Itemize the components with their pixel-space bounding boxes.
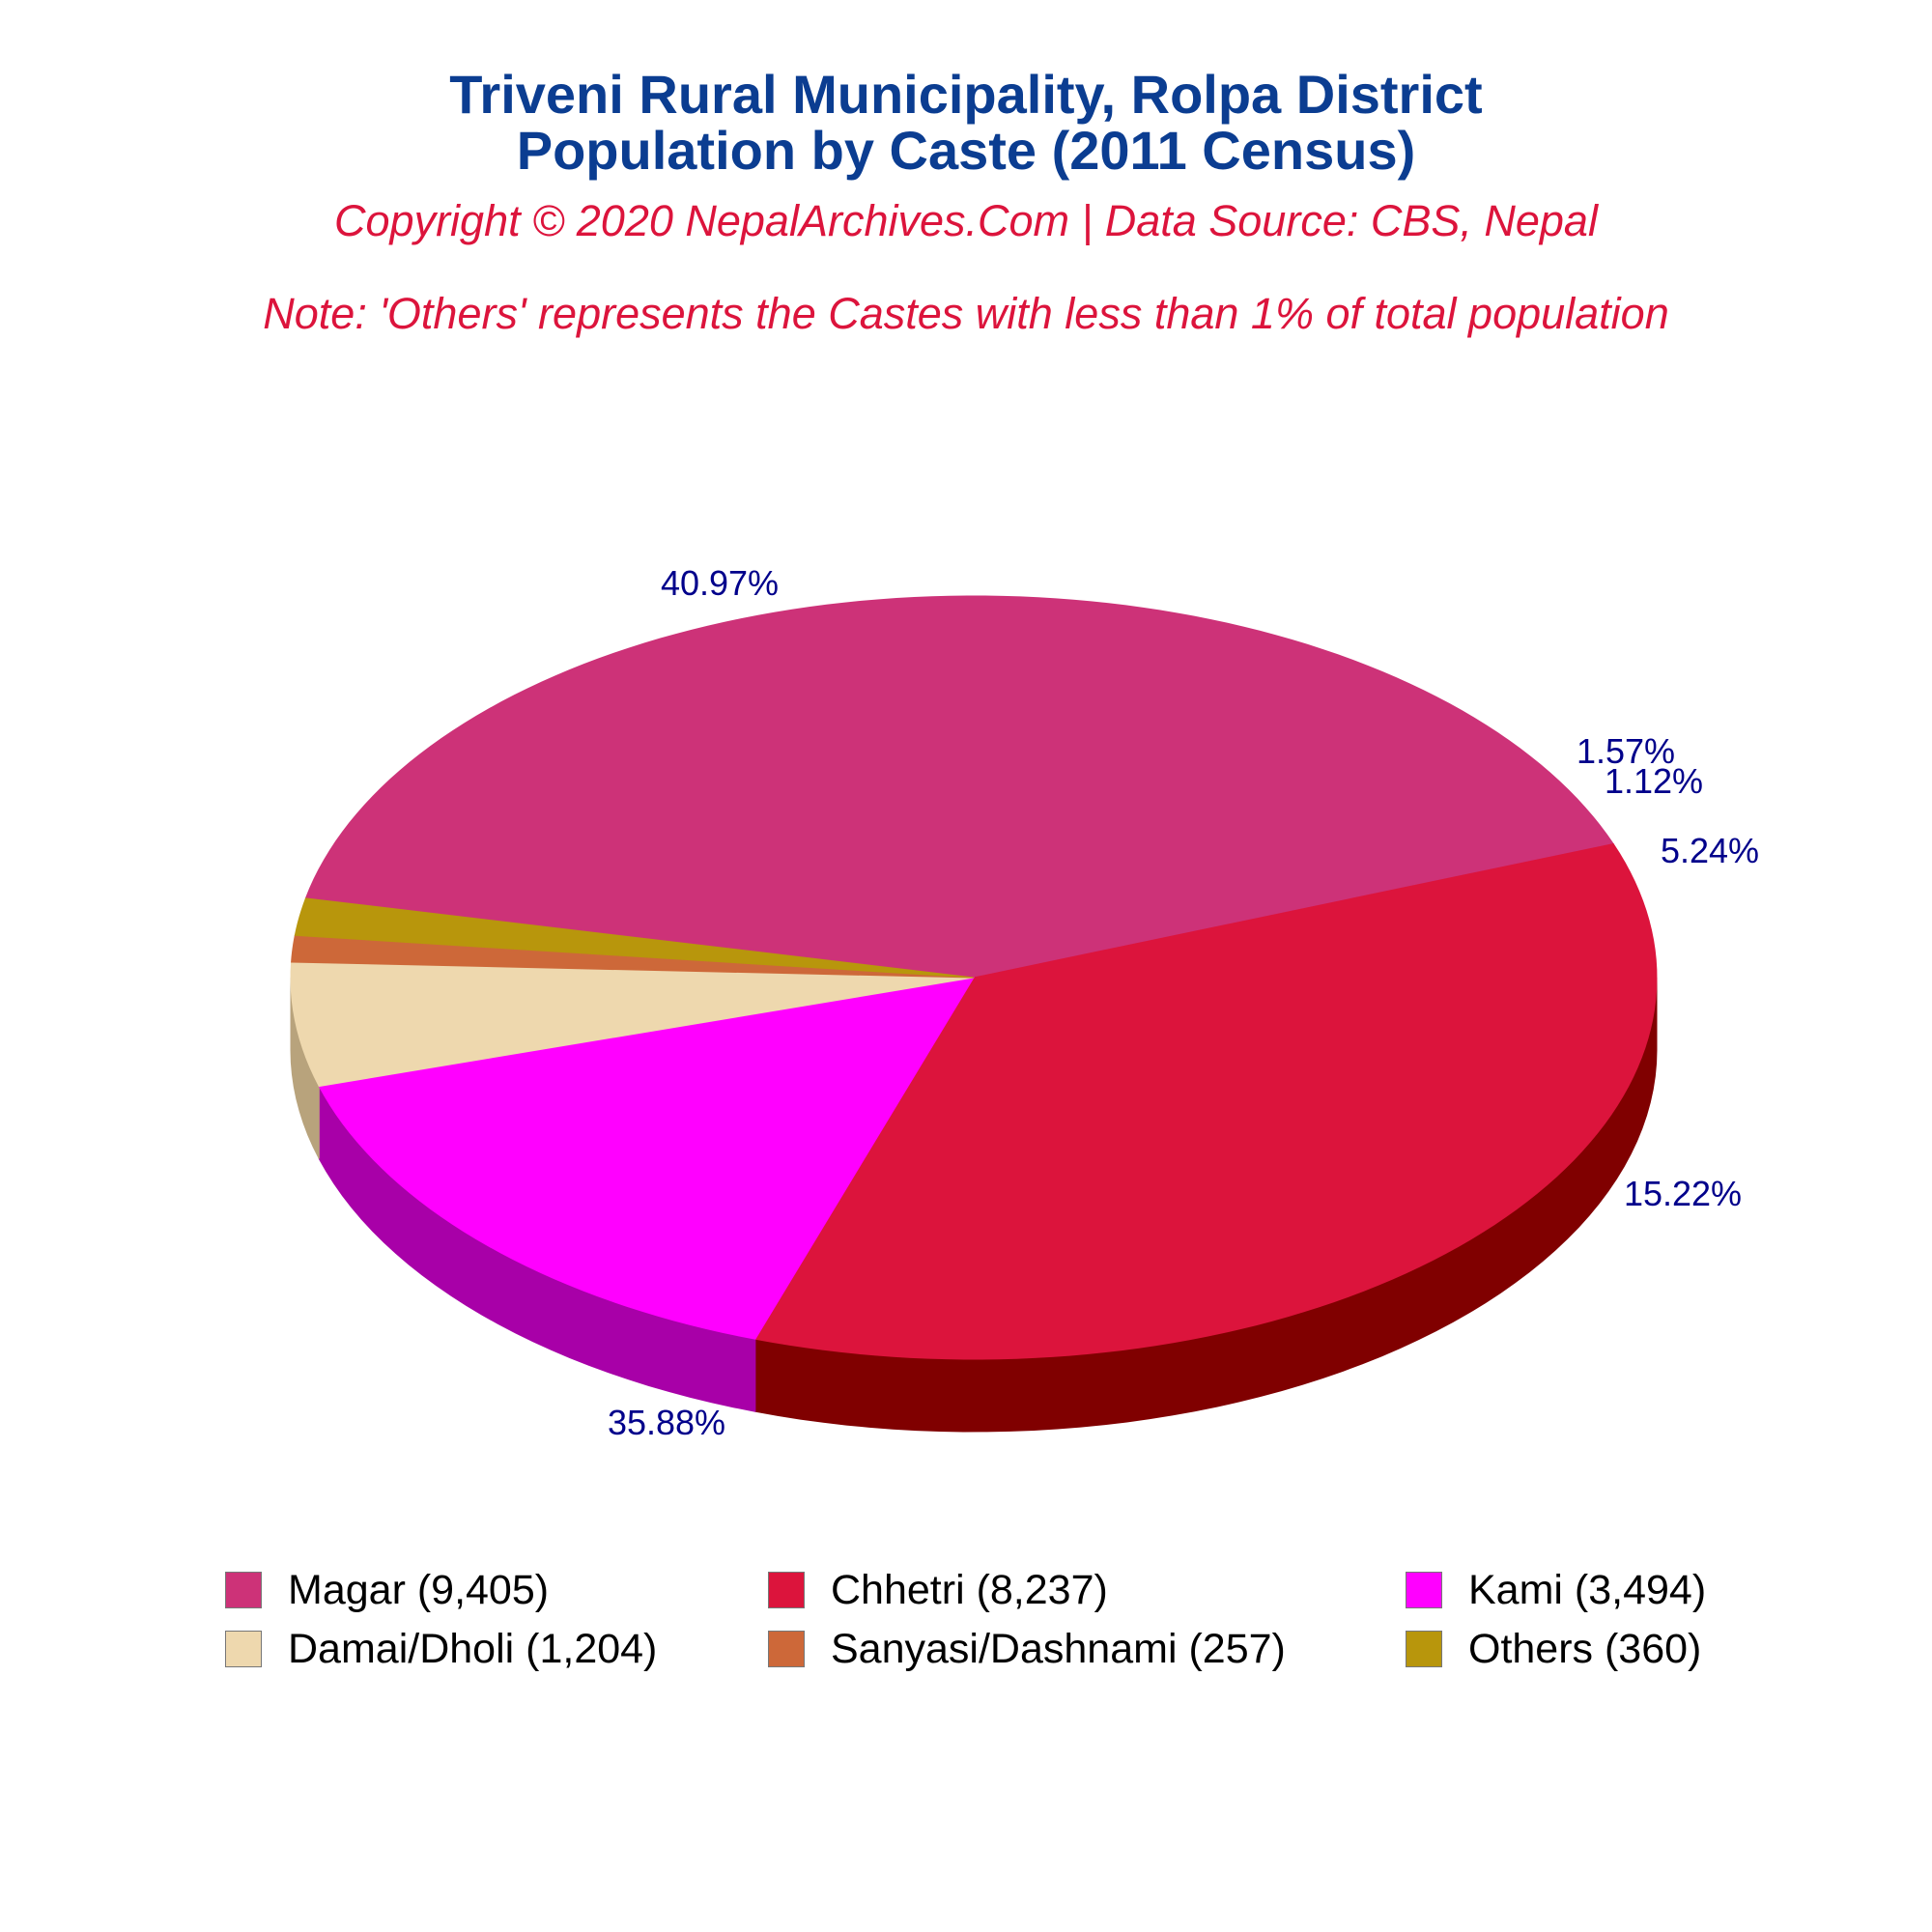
legend-label: Magar (9,405) bbox=[288, 1566, 550, 1613]
percent-label-chhetri: 35.88% bbox=[608, 1403, 725, 1442]
legend-item-sanyasi-dashnami: Sanyasi/Dashnami (257) bbox=[768, 1624, 1286, 1674]
copyright-subtitle: Copyright © 2020 NepalArchives.Com | Dat… bbox=[334, 196, 1598, 245]
legend-label: Sanyasi/Dashnami (257) bbox=[831, 1625, 1286, 1672]
legend-label: Damai/Dholi (1,204) bbox=[288, 1625, 658, 1672]
percent-label-sanyasi-dashnami: 1.12% bbox=[1605, 761, 1703, 801]
legend-label: Others (360) bbox=[1468, 1625, 1702, 1672]
legend-swatch bbox=[768, 1572, 805, 1608]
legend-label: Chhetri (8,237) bbox=[831, 1566, 1108, 1613]
legend-swatch bbox=[768, 1631, 805, 1667]
pie-slice-chhetri bbox=[754, 843, 1658, 1360]
chart-note: Note: 'Others' represents the Castes wit… bbox=[263, 289, 1669, 338]
legend-item-others: Others (360) bbox=[1406, 1624, 1701, 1674]
legend-item-damai-dholi: Damai/Dholi (1,204) bbox=[225, 1624, 657, 1674]
percent-label-kami: 15.22% bbox=[1624, 1174, 1742, 1213]
legend-swatch bbox=[1406, 1631, 1442, 1667]
pie-slice-others bbox=[294, 897, 975, 979]
legend-swatch bbox=[225, 1631, 262, 1667]
pie-slice-kami bbox=[318, 977, 975, 1340]
legend-item-magar: Magar (9,405) bbox=[225, 1565, 549, 1615]
percent-label-others: 1.57% bbox=[1577, 731, 1675, 771]
percent-label-magar: 40.97% bbox=[661, 563, 779, 603]
legend-swatch bbox=[1406, 1572, 1442, 1608]
pie-slice-damai-dholi bbox=[290, 961, 975, 1088]
legend-item-kami: Kami (3,494) bbox=[1406, 1565, 1706, 1615]
legend-swatch bbox=[225, 1572, 262, 1608]
percent-label-damai-dholi: 5.24% bbox=[1661, 831, 1759, 870]
chart-title-line-1: Triveni Rural Municipality, Rolpa Distri… bbox=[449, 64, 1483, 125]
chart-title-line-2: Population by Caste (2011 Census) bbox=[516, 120, 1416, 181]
legend-item-chhetri: Chhetri (8,237) bbox=[768, 1565, 1108, 1615]
pie-slice-magar bbox=[304, 595, 1615, 979]
legend-label: Kami (3,494) bbox=[1468, 1566, 1707, 1613]
